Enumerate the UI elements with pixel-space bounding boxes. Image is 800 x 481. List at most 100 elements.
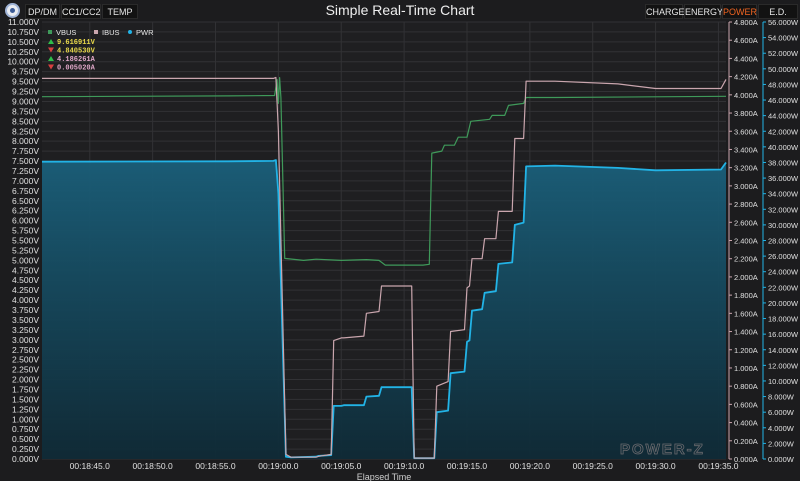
- y-tick-label-voltage: 2.250V: [12, 365, 39, 375]
- y-tick-label-current: 4.200A: [734, 73, 758, 82]
- y-tick-label-power: 18.000W: [768, 315, 799, 324]
- x-tick-label: 00:19:20.0: [510, 461, 550, 471]
- y-tick-label-voltage: 6.250V: [12, 206, 39, 216]
- y-tick-label-power: 8.000W: [768, 393, 795, 402]
- y-tick-label-voltage: 7.250V: [12, 166, 39, 176]
- x-tick-label: 00:19:15.0: [447, 461, 487, 471]
- app-logo-icon[interactable]: [5, 3, 20, 18]
- tab-dp-dm[interactable]: DP/DM: [25, 4, 60, 19]
- y-tick-label-voltage: 6.000V: [12, 216, 39, 226]
- readout-value: 4.840530V: [57, 48, 96, 56]
- tab-cc1-cc2[interactable]: CC1/CC2: [61, 4, 101, 19]
- y-tick-label-voltage: 8.500V: [12, 116, 39, 126]
- arrow-down-icon: [48, 47, 54, 53]
- y-tick-label-current: 2.800A: [734, 200, 758, 209]
- y-tick-label-current: 2.600A: [734, 218, 758, 227]
- y-tick-label-power: 12.000W: [768, 361, 799, 370]
- y-tick-label-voltage: 2.000V: [12, 375, 39, 385]
- x-tick-label: 00:18:50.0: [133, 461, 173, 471]
- x-tick-label: 00:19:30.0: [635, 461, 675, 471]
- y-tick-label-power: 42.000W: [768, 127, 799, 136]
- y-tick-label-power: 36.000W: [768, 174, 799, 183]
- y-tick-label-voltage: 5.500V: [12, 236, 39, 246]
- y-tick-label-current: 1.800A: [734, 291, 758, 300]
- x-tick-label: 00:19:35.0: [698, 461, 738, 471]
- y-tick-label-power: 2.000W: [768, 439, 795, 448]
- y-tick-label-current: 3.400A: [734, 145, 758, 154]
- y-tick-label-current: 1.400A: [734, 328, 758, 337]
- legend-marker-pwr: [128, 30, 132, 34]
- tab-charge[interactable]: CHARGE: [645, 4, 685, 19]
- x-tick-label: 00:19:05.0: [321, 461, 361, 471]
- y-tick-label-voltage: 9.750V: [12, 67, 39, 77]
- series-area-pwr: [42, 160, 726, 459]
- y-tick-label-power: 54.000W: [768, 34, 799, 43]
- y-tick-label-voltage: 4.750V: [12, 265, 39, 275]
- y-tick-label-voltage: 7.750V: [12, 146, 39, 156]
- series-line-vbus: [41, 77, 727, 266]
- tab-ed[interactable]: E.D.: [758, 4, 798, 19]
- y-tick-label-current: 4.800A: [734, 18, 758, 27]
- tab-energy[interactable]: ENERGY: [684, 4, 723, 19]
- y-tick-label-voltage: 9.500V: [12, 77, 39, 87]
- y-tick-label-voltage: 3.000V: [12, 335, 39, 345]
- y-tick-label-current: 2.200A: [734, 255, 758, 264]
- x-axis-title: Elapsed Time: [357, 472, 412, 481]
- y-tick-label-power: 38.000W: [768, 158, 799, 167]
- legend-marker-vbus: [48, 30, 52, 34]
- y-tick-label-voltage: 3.750V: [12, 305, 39, 315]
- y-tick-label-current: 4.400A: [734, 54, 758, 63]
- legend-label-vbus: VBUS: [56, 28, 76, 37]
- tab-power[interactable]: POWER: [722, 4, 757, 19]
- legend-label-pwr: PWR: [136, 28, 154, 37]
- y-tick-label-voltage: 7.000V: [12, 176, 39, 186]
- y-tick-label-power: 28.000W: [768, 237, 799, 246]
- y-tick-label-power: 52.000W: [768, 49, 799, 58]
- y-tick-label-voltage: 2.750V: [12, 345, 39, 355]
- y-tick-label-voltage: 11.000V: [8, 17, 39, 27]
- page-title: Simple Real-Time Chart: [325, 2, 475, 18]
- y-tick-label-voltage: 9.000V: [12, 96, 39, 106]
- y-tick-label-current: 0.400A: [734, 419, 758, 428]
- y-tick-label-power: 6.000W: [768, 408, 795, 417]
- y-tick-label-voltage: 9.250V: [12, 87, 39, 97]
- y-tick-label-current: 1.200A: [734, 346, 758, 355]
- readout-value: 0.005020A: [57, 65, 96, 73]
- y-tick-label-voltage: 5.750V: [12, 226, 39, 236]
- y-tick-label-power: 4.000W: [768, 424, 795, 433]
- x-tick-label: 00:18:55.0: [195, 461, 235, 471]
- y-tick-label-voltage: 10.750V: [7, 27, 39, 37]
- y-tick-label-current: 3.200A: [734, 164, 758, 173]
- y-tick-label-voltage: 4.500V: [12, 275, 39, 285]
- y-tick-label-voltage: 0.250V: [12, 444, 39, 454]
- y-tick-label-voltage: 1.250V: [12, 404, 39, 414]
- watermark-logo: POWER-Z: [620, 441, 705, 458]
- y-tick-label-voltage: 2.500V: [12, 355, 39, 365]
- x-tick-label: 00:19:10.0: [384, 461, 424, 471]
- legend-label-ibus: IBUS: [102, 28, 120, 37]
- tab-temp[interactable]: TEMP: [102, 4, 138, 19]
- y-tick-label-voltage: 5.250V: [12, 245, 39, 255]
- y-tick-label-power: 44.000W: [768, 112, 799, 121]
- y-tick-label-power: 20.000W: [768, 299, 799, 308]
- y-tick-label-voltage: 8.250V: [12, 126, 39, 136]
- y-tick-label-power: 56.000W: [768, 18, 799, 27]
- y-tick-label-power: 14.000W: [768, 346, 799, 355]
- y-tick-label-power: 30.000W: [768, 221, 799, 230]
- y-tick-label-current: 4.600A: [734, 36, 758, 45]
- y-tick-label-current: 0.000A: [734, 455, 758, 464]
- series-line-ibus: [42, 76, 727, 459]
- arrow-down-icon: [48, 64, 54, 70]
- y-tick-label-current: 0.200A: [734, 437, 758, 446]
- y-tick-label-current: 1.600A: [734, 309, 758, 318]
- y-tick-label-voltage: 6.750V: [12, 186, 39, 196]
- y-tick-label-current: 0.600A: [734, 400, 758, 409]
- y-tick-label-voltage: 7.500V: [12, 156, 39, 166]
- y-tick-label-current: 4.000A: [734, 91, 758, 100]
- y-tick-label-voltage: 10.000V: [7, 57, 39, 67]
- x-tick-label: 00:18:45.0: [70, 461, 110, 471]
- y-tick-label-voltage: 8.000V: [12, 136, 39, 146]
- y-tick-label-current: 3.600A: [734, 127, 758, 136]
- readout-value: 9.616911V: [57, 39, 96, 47]
- y-tick-label-voltage: 6.500V: [12, 196, 39, 206]
